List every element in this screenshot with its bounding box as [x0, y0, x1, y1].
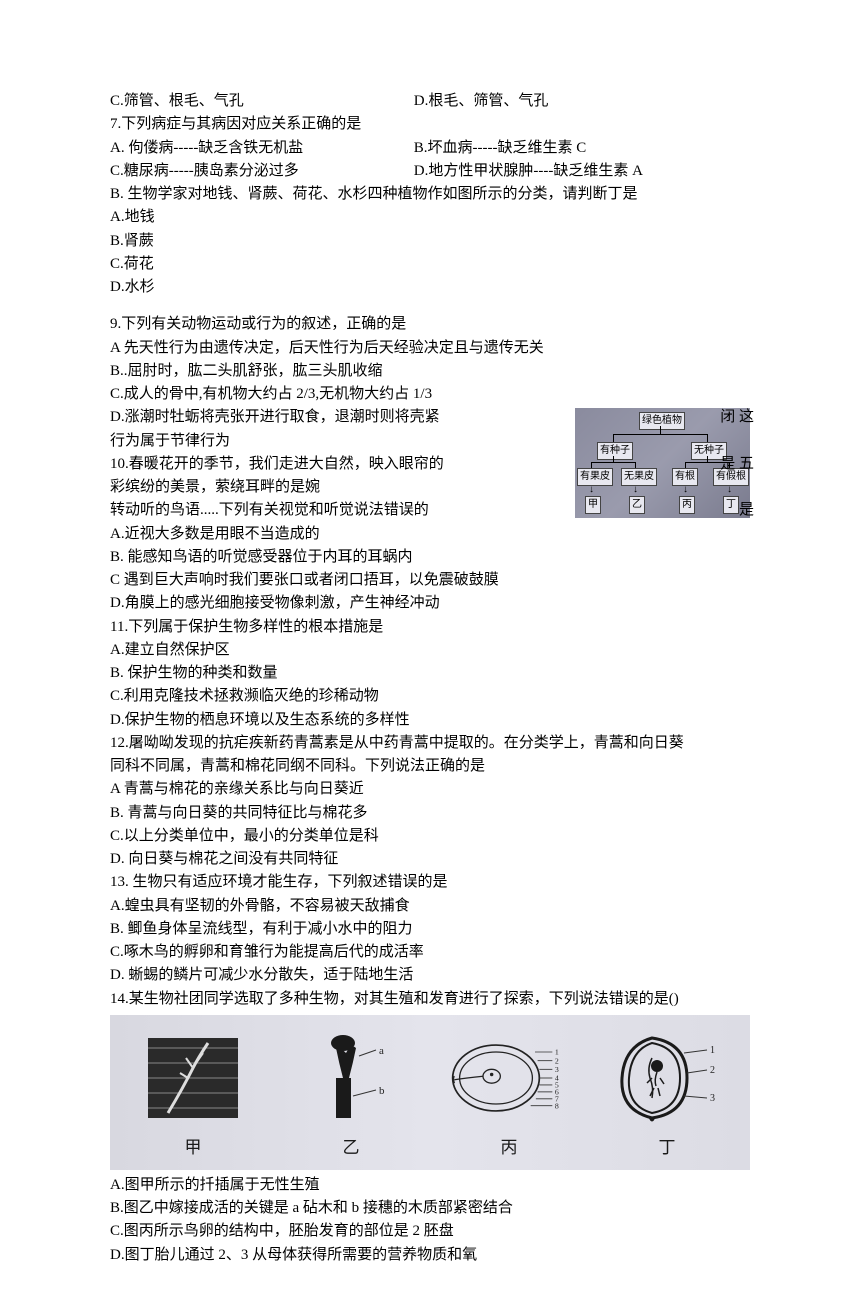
figure-ding: 1 2 3 丁 [588, 1023, 746, 1161]
figure-jia-image [128, 1023, 258, 1133]
q10-l3-right: 是 [739, 499, 754, 522]
figure-yi-label: 乙 [343, 1135, 360, 1161]
svg-text:8: 8 [555, 1101, 559, 1110]
q6-option-d: D.根毛、筛管、气孔 [414, 93, 549, 109]
q8-stem: B. 生物学家对地钱、肾蕨、荷花、水杉四种植物作如图所示的分类，请判断丁是 [110, 183, 750, 206]
q11-option-c: C.利用克隆技术拯救濒临灭绝的珍稀动物 [110, 685, 750, 708]
figure-yi-image: a b [286, 1023, 416, 1133]
q9-q10-block: 9.下列有关动物运动或行为的叙述，正确的是 A 先天性行为由遗传决定，后天性行为… [110, 313, 750, 615]
figure-bing-image: 1 2 3 4 5 6 7 8 [444, 1023, 574, 1133]
q12-option-a: A 青蒿与棉花的亲缘关系比与向日葵近 [110, 778, 750, 801]
q13-option-d: D. 蜥蜴的鳞片可减少水分散失，适于陆地生活 [110, 964, 750, 987]
svg-text:1: 1 [710, 1045, 715, 1056]
q14-option-b: B.图乙中嫁接成活的关键是 a 砧木和 b 接穗的木质部紧密结合 [110, 1197, 750, 1220]
q12-option-c: C.以上分类单位中，最小的分类单位是科 [110, 825, 750, 848]
q14-option-d: D.图丁胎儿通过 2、3 从母体获得所需要的营养物质和氧 [110, 1244, 750, 1267]
q11-option-b: B. 保护生物的种类和数量 [110, 662, 750, 685]
q11-option-a: A.建立自然保护区 [110, 639, 750, 662]
q14-option-c: C.图丙所示鸟卵的结构中，胚胎发育的部位是 2 胚盘 [110, 1220, 750, 1243]
q7-option-c: C.糖尿病-----胰岛素分泌过多 [110, 160, 410, 183]
q9-d1-text: D.涨潮时牡蛎将壳张开进行取食，退潮时则将壳紧 [110, 409, 440, 425]
figure-jia-label: 甲 [185, 1135, 202, 1161]
q14-figures: 甲 a b 乙 1 2 [110, 1015, 750, 1170]
q7-option-b: B.坏血病-----缺乏维生素 C [414, 140, 587, 156]
q7-options-ab: A. 佝偻病-----缺乏含铁无机盐 B.坏血病-----缺乏维生素 C [110, 137, 750, 160]
figure-jia: 甲 [114, 1023, 272, 1161]
svg-text:2: 2 [710, 1065, 715, 1076]
svg-text:3: 3 [710, 1093, 715, 1104]
q9-option-c: C.成人的骨中,有机物大约占 2/3,无机物大约占 1/3 [110, 383, 750, 406]
q8-option-d: D.水杉 [110, 276, 750, 299]
q10-l3-text: 转动听的鸟语.....下列有关视觉和听觉说法错误的 [110, 502, 429, 518]
q8-option-c: C.荷花 [110, 253, 750, 276]
figure-yi: a b 乙 [272, 1023, 430, 1161]
q10-l1-right: 是 五 [720, 453, 754, 476]
q12-option-d: D. 向日葵与棉花之间没有共同特征 [110, 848, 750, 871]
figure-ding-label: 丁 [659, 1135, 676, 1161]
q11-option-d: D.保护生物的栖息环境以及生态系统的多样性 [110, 709, 750, 732]
q13-option-c: C.啄木鸟的孵卵和育雏行为能提高后代的成活率 [110, 941, 750, 964]
q9-stem: 9.下列有关动物运动或行为的叙述，正确的是 [110, 313, 750, 336]
q13-option-a: A.蝗虫具有坚韧的外骨骼，不容易被天敌捕食 [110, 895, 750, 918]
q8-option-b: B.肾蕨 [110, 230, 750, 253]
q14-option-a: A.图甲所示的扦插属于无性生殖 [110, 1174, 750, 1197]
q13-stem: 13. 生物只有适应环境才能生存，下列叙述错误的是 [110, 871, 750, 894]
q10-stem-l3: 转动听的鸟语.....下列有关视觉和听觉说法错误的 是 [110, 499, 750, 522]
q9-option-b: B..屈肘时，肱二头肌舒张，肱三头肌收缩 [110, 360, 750, 383]
q12-stem-l1: 12.屠呦呦发现的抗疟疾新药青蒿素是从中药青蒿中提取的。在分类学上，青蒿和向日葵 [110, 732, 750, 755]
svg-text:1: 1 [555, 1048, 559, 1057]
q10-option-a: A.近视大多数是用眼不当造成的 [110, 523, 750, 546]
q6-options-cd: C.筛管、根毛、气孔 D.根毛、筛管、气孔 [110, 90, 750, 113]
q6-option-c: C.筛管、根毛、气孔 [110, 90, 410, 113]
svg-text:3: 3 [555, 1065, 559, 1074]
q9-option-a: A 先天性行为由遗传决定，后天性行为后天经验决定且与遗传无关 [110, 337, 750, 360]
q12-stem-l2: 同科不同属，青蒿和棉花同纲不同科。下列说法正确的是 [110, 755, 750, 778]
svg-text:2: 2 [555, 1056, 559, 1065]
q9-d1-right: 闭 这 [720, 406, 754, 429]
q10-option-d: D.角膜上的感光细胞接受物像刺激，产生神经冲动 [110, 592, 750, 615]
figure-bing-label: 丙 [501, 1135, 518, 1161]
q12-option-b: B. 青蒿与向日葵的共同特征比与棉花多 [110, 802, 750, 825]
q7-options-cd: C.糖尿病-----胰岛素分泌过多 D.地方性甲状腺肿----缺乏维生素 A [110, 160, 750, 183]
q8-option-a: A.地钱 [110, 206, 750, 229]
q7-option-d: D.地方性甲状腺肿----缺乏维生素 A [414, 163, 643, 179]
q10-option-c: C 遇到巨大声响时我们要张口或者闭口捂耳，以免震破鼓膜 [110, 569, 750, 592]
q9-option-d-line1: D.涨潮时牡蛎将壳张开进行取食，退潮时则将壳紧 闭 这 [110, 406, 750, 429]
svg-text:b: b [379, 1085, 385, 1097]
q14-stem: 14.某生物社团同学选取了多种生物，对其生殖和发育进行了探索，下列说法错误的是(… [110, 988, 750, 1011]
q10-stem-l1: 10.春暖花开的季节，我们走进大自然，映入眼帘的 是 五 [110, 453, 750, 476]
q13-option-b: B. 鲫鱼身体呈流线型，有利于减小水中的阻力 [110, 918, 750, 941]
svg-text:a: a [379, 1045, 384, 1057]
q7-stem: 7.下列病症与其病因对应关系正确的是 [110, 113, 750, 136]
q7-option-a: A. 佝偻病-----缺乏含铁无机盐 [110, 137, 410, 160]
figure-bing: 1 2 3 4 5 6 7 8 丙 [430, 1023, 588, 1161]
q10-option-b: B. 能感知鸟语的听觉感受器位于内耳的耳蜗内 [110, 546, 750, 569]
figure-ding-image: 1 2 3 [602, 1023, 732, 1133]
q11-stem: 11.下列属于保护生物多样性的根本措施是 [110, 616, 750, 639]
q10-l1-text: 10.春暖花开的季节，我们走进大自然，映入眼帘的 [110, 456, 444, 472]
